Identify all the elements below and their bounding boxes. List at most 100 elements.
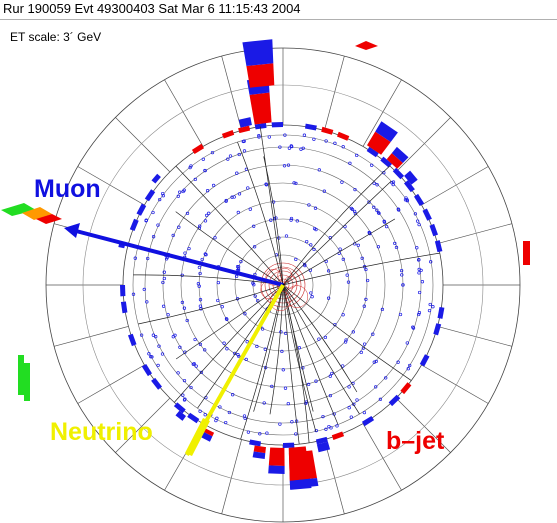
tracker-hit [345, 273, 349, 277]
tracker-hit [203, 252, 207, 256]
charged-track [240, 284, 284, 440]
tracker-hit [197, 265, 202, 270]
em-tower [249, 92, 272, 125]
tracker-hit [405, 341, 409, 345]
tracker-hit [372, 360, 376, 364]
em-tower [367, 131, 391, 155]
cal-ring-segment [238, 125, 251, 134]
tracker-hit [309, 243, 313, 247]
sector-divider [395, 117, 451, 173]
cal-ring-segment [366, 146, 379, 158]
tracker-hit [176, 371, 180, 375]
tracker-hit [150, 355, 154, 359]
cal-ring-segment [422, 208, 432, 221]
tracker-hit [396, 360, 400, 364]
muon-chamber-left-1 [18, 355, 24, 395]
tracker-hit [314, 379, 318, 383]
tracker-hit [256, 299, 260, 303]
sector-divider [362, 79, 402, 147]
tracker-hit [351, 330, 355, 334]
tracker-hit [324, 427, 328, 431]
sector-divider [437, 223, 513, 244]
cal-ring-segment [136, 203, 147, 216]
cal-ring-segment [419, 354, 430, 367]
cal-ring-segment [129, 218, 139, 231]
tracker-hit [372, 205, 376, 209]
tracker-hit [198, 409, 202, 413]
tracker-hit [162, 276, 167, 281]
cal-ring-segment [221, 130, 235, 139]
tracker-hit [284, 234, 289, 238]
tracker-hit [147, 352, 151, 356]
tracker-hit [329, 426, 333, 430]
tracker-hit [193, 177, 197, 182]
tracker-hit [322, 189, 326, 193]
sector-divider [395, 397, 451, 453]
cal-ring-segment [120, 301, 128, 314]
tracker-hit [378, 397, 383, 401]
cal-ring-segment [187, 412, 200, 424]
tracker-hit [362, 410, 367, 415]
cal-ring-segment [315, 436, 328, 445]
em-tower [268, 447, 285, 466]
tracker-hit [427, 308, 432, 313]
tracker-hit [236, 353, 240, 357]
tracker-hit [417, 311, 422, 315]
tracker-hit [198, 298, 203, 302]
charged-track [282, 252, 440, 286]
tracker-hit [161, 194, 165, 198]
tracker-hit [161, 304, 166, 308]
tracker-hit [362, 342, 367, 346]
charged-track [269, 284, 284, 415]
tracker-hit [314, 428, 318, 433]
tracker-hit [290, 420, 294, 424]
tracker-hit [343, 340, 348, 344]
hadronic-tower [316, 441, 331, 453]
tracker-hit [198, 271, 202, 276]
cal-ring-segment [388, 394, 401, 407]
tracker-hit [232, 195, 236, 199]
muon-indicator: Muon [34, 175, 284, 287]
tracker-hit [374, 359, 378, 364]
interaction-vertex [260, 267, 309, 312]
cal-ring-segment [392, 167, 405, 180]
sector-divider [53, 326, 129, 347]
tracker-hit [230, 195, 234, 199]
tracker-hit [364, 267, 368, 272]
tracker-hit [203, 168, 207, 173]
tracker-hit [244, 357, 248, 362]
tracker-hit [355, 153, 359, 158]
tracker-hit [242, 149, 247, 153]
charged-track [282, 180, 392, 286]
tracker-hit [151, 210, 155, 215]
tracker-hit [382, 219, 386, 223]
tracker-hit [359, 350, 363, 355]
tracker-hit [255, 344, 259, 349]
tracker-hit [200, 257, 204, 262]
charged-track [138, 284, 284, 325]
hadronic-tower [375, 121, 398, 142]
hadronic-tower [252, 451, 266, 459]
silicon-layer [264, 266, 302, 304]
tracker-hit [245, 340, 249, 344]
tracker-hit [199, 370, 204, 375]
tracker-hit [171, 335, 175, 339]
tracker-hit [431, 305, 435, 309]
tracker-hit [417, 222, 421, 227]
sector-divider [115, 117, 171, 173]
charged-track [237, 141, 284, 286]
tracker-hit [145, 300, 149, 304]
cal-ring-segment [331, 431, 345, 440]
tracker-hit [146, 256, 150, 261]
sector-divider [362, 423, 402, 491]
tracker-hit [216, 298, 220, 303]
tracker-hit [158, 197, 162, 202]
cal-ring-segment [120, 285, 126, 297]
muon-arrow-head [64, 223, 80, 238]
tracker-hit [428, 302, 432, 307]
tracker-hit [131, 292, 136, 296]
tracker-hit [198, 304, 203, 308]
tracker-hit [260, 327, 265, 331]
tracker-hit [224, 420, 228, 425]
cal-ring-segment [362, 416, 375, 427]
